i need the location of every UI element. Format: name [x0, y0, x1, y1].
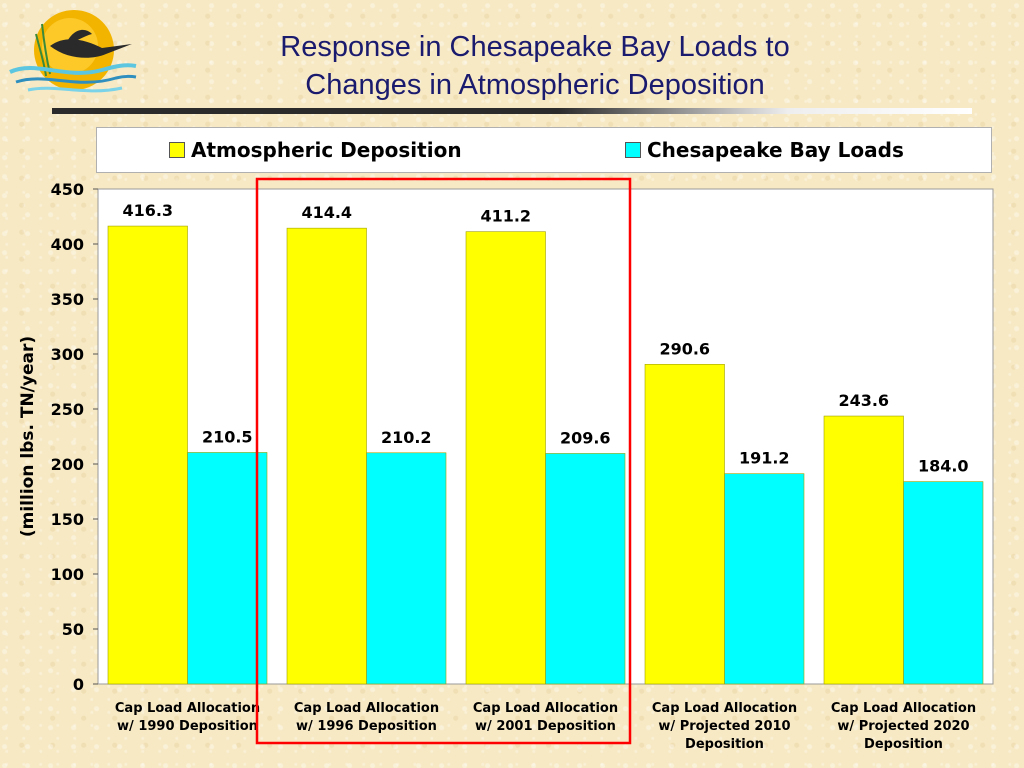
y-tick-label: 250: [51, 400, 84, 419]
x-category-label: w/ 1996 Deposition: [296, 719, 437, 734]
legend-label-bay-loads: Chesapeake Bay Loads: [647, 138, 904, 162]
data-label-atmospheric: 414.4: [301, 203, 352, 222]
y-tick-label: 0: [73, 675, 84, 694]
legend-label-atmospheric: Atmospheric Deposition: [191, 138, 462, 162]
highlight-box: [255, 177, 632, 745]
data-label-atmospheric: 411.2: [480, 207, 531, 226]
legend-item-bay-loads: Chesapeake Bay Loads: [625, 138, 904, 162]
x-category-label: Cap Load Allocation: [115, 701, 260, 716]
legend-item-atmospheric: Atmospheric Deposition: [169, 138, 462, 162]
x-category-label: Deposition: [685, 737, 764, 752]
y-tick-label: 450: [51, 180, 84, 199]
slide-title-line-2: Changes in Atmospheric Deposition: [305, 69, 765, 101]
legend-swatch-atmospheric: [169, 142, 185, 158]
y-tick-label: 150: [51, 510, 84, 529]
x-category-label: Cap Load Allocation: [831, 701, 976, 716]
bar-atmospheric: [107, 225, 188, 685]
data-label-bay-loads: 191.2: [739, 449, 790, 468]
data-label-atmospheric: 290.6: [659, 339, 710, 358]
x-category-label: w/ 2001 Deposition: [475, 719, 616, 734]
y-tick-label: 350: [51, 290, 84, 309]
slide-title: Response in Chesapeake Bay Loads to Chan…: [180, 28, 890, 104]
y-tick-label: 100: [51, 565, 84, 584]
data-label-atmospheric: 243.6: [838, 391, 889, 410]
data-label-bay-loads: 210.5: [202, 427, 253, 446]
bar-bay-loads: [187, 452, 268, 685]
x-category-label: w/ Projected 2020: [837, 719, 969, 734]
chart-legend: Atmospheric Deposition Chesapeake Bay Lo…: [96, 127, 992, 173]
x-category-label: Cap Load Allocation: [473, 701, 618, 716]
slide-title-line-1: Response in Chesapeake Bay Loads to: [280, 31, 790, 63]
data-label-bay-loads: 209.6: [560, 428, 611, 447]
bar-bay-loads: [366, 452, 447, 685]
data-label-bay-loads: 184.0: [918, 457, 969, 476]
bar-bay-loads: [724, 473, 805, 685]
bar-atmospheric: [823, 415, 904, 685]
x-category-label: Cap Load Allocation: [294, 701, 439, 716]
y-tick-label: 200: [51, 455, 84, 474]
y-tick-label: 400: [51, 235, 84, 254]
legend-swatch-bay-loads: [625, 142, 641, 158]
bar-atmospheric: [465, 231, 546, 685]
y-axis-label: (million lbs. TN/year): [18, 336, 38, 537]
bar-atmospheric: [644, 364, 725, 685]
data-label-atmospheric: 416.3: [122, 201, 173, 220]
x-category-label: Cap Load Allocation: [652, 701, 797, 716]
bar-bay-loads: [903, 481, 984, 685]
y-tick-label: 300: [51, 345, 84, 364]
bar-atmospheric: [286, 227, 367, 685]
title-divider: [52, 108, 972, 114]
x-category-label: w/ 1990 Deposition: [117, 719, 258, 734]
y-tick-label: 50: [62, 620, 84, 639]
bird-logo-icon: [9, 10, 137, 93]
x-category-label: w/ Projected 2010: [658, 719, 790, 734]
data-label-bay-loads: 210.2: [381, 428, 432, 447]
x-category-label: Deposition: [864, 737, 943, 752]
bar-bay-loads: [545, 453, 626, 685]
